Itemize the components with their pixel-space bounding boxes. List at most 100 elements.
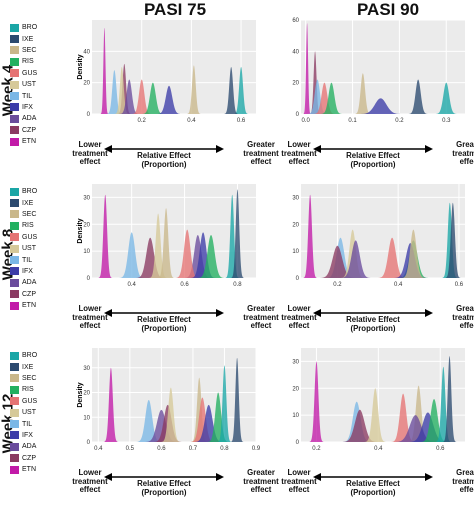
relative-effect-label: Relative Effect (Proportion) (137, 151, 191, 169)
legend-label: CZP (22, 290, 36, 298)
legend-label: CZP (22, 454, 36, 462)
density-sec (190, 377, 209, 442)
legend-item: IFX (10, 266, 37, 277)
legend-swatch (10, 351, 19, 360)
density-bro (435, 366, 452, 442)
density-til (106, 70, 123, 114)
x-tick-label: 0.4 (394, 282, 403, 288)
legend-label: BRO (22, 188, 38, 196)
legend-label: ADA (22, 443, 37, 451)
x-tick-label: 0.5 (126, 446, 135, 452)
legend-item: TIL (10, 90, 37, 101)
legend-item: SEC (10, 45, 37, 56)
legend-label: IXE (22, 35, 34, 43)
legend-label: ETN (22, 302, 36, 310)
x-tick-label: 0.2 (395, 118, 404, 124)
effect-arrow (313, 473, 433, 481)
legend-swatch (10, 114, 19, 123)
density-sec (157, 208, 175, 278)
legend-label: UST (22, 245, 36, 253)
x-tick-label: 0.1 (348, 118, 357, 124)
legend-label: TIL (22, 420, 33, 428)
legend-swatch (10, 290, 19, 299)
density-czp (309, 51, 321, 114)
density-til (135, 399, 163, 442)
col-title-pasi90: PASI 90 (356, 0, 420, 19)
legend-swatch (10, 420, 19, 429)
legend-swatch (10, 442, 19, 451)
density-ris (141, 82, 165, 114)
legend-swatch (10, 69, 19, 78)
legend-swatch (10, 408, 19, 417)
greater-effect-label: Greater treatment effect (243, 304, 279, 331)
density-gus (390, 393, 416, 442)
density-ada (118, 79, 140, 114)
density-gus (189, 397, 216, 442)
x-tick-label: 0.4 (374, 446, 383, 452)
legend-swatch (10, 397, 19, 406)
greater-effect-label: Greater treatment effect (243, 468, 279, 495)
legend-label: SEC (22, 46, 37, 54)
density-etn (97, 194, 113, 278)
density-panel: 0.4 0.5 0.6 0.7 0.8 0.9 0 10 20 30 Density (77, 348, 261, 452)
density-ust (148, 213, 168, 278)
density-gus (376, 237, 408, 278)
legend-swatch (10, 57, 19, 66)
density-panel: 0.2 0.4 0.6 0 10 20 30 (292, 184, 465, 288)
legend-item: TIL (10, 418, 37, 429)
density-etn (303, 23, 312, 114)
density-ifx (193, 404, 224, 442)
y-tick-label: 20 (83, 81, 90, 87)
legend-item: ADA (10, 277, 37, 288)
legend-swatch (10, 137, 19, 146)
legend-item: BRO (10, 186, 37, 197)
density-ixe (230, 357, 244, 442)
effect-arrow (313, 309, 433, 317)
effect-arrow (313, 145, 433, 153)
legend-label: SEC (22, 210, 37, 218)
density-panel: 0.0 0.1 0.2 0.3 0 20 40 60 (292, 18, 465, 124)
legend-swatch (10, 103, 19, 112)
density-bro (441, 202, 459, 278)
density-ixe (444, 202, 462, 278)
x-tick-label: 0.9 (252, 446, 261, 452)
x-tick-label: 0.0 (302, 118, 311, 124)
legend: BRO IXE SEC RIS GUS UST TIL IFX ADA CZP ETN (10, 350, 37, 475)
density-bro (217, 365, 232, 442)
x-tick-label: 0.4 (187, 118, 196, 124)
legend-label: RIS (22, 386, 34, 394)
relative-effect-label: Relative Effect (Proportion) (346, 315, 400, 333)
y-tick-label: 0 (296, 276, 300, 282)
density-gus (131, 79, 153, 114)
density-sec (407, 385, 430, 442)
legend-item: CZP (10, 289, 37, 300)
legend-swatch (10, 256, 19, 265)
density-ixe (223, 67, 239, 114)
x-tick-label: 0.6 (180, 282, 189, 288)
density-ixe (230, 189, 245, 278)
y-tick-label: 20 (292, 81, 299, 87)
legend-item: GUS (10, 68, 37, 79)
density-bro (434, 82, 458, 114)
legend: BRO IXE SEC RIS GUS UST TIL IFX ADA CZP ETN (10, 186, 37, 311)
density-sec (400, 229, 427, 278)
col-title-pasi75: PASI 75 (143, 0, 207, 19)
lower-effect-label: Lower treatment effect (72, 140, 108, 167)
legend-label: ADA (22, 115, 37, 123)
y-tick-label: 30 (83, 195, 90, 201)
legend-swatch (10, 374, 19, 383)
legend-label: GUS (22, 69, 38, 77)
density-etn (308, 361, 325, 442)
legend-label: UST (22, 409, 36, 417)
y-tick-label: 0 (296, 440, 300, 446)
density-ifx (156, 85, 182, 114)
density-czp (117, 63, 132, 114)
legend-label: TIL (22, 256, 33, 264)
density-ris (196, 235, 226, 278)
density-etn (100, 27, 109, 114)
y-tick-label: 20 (292, 222, 299, 228)
relative-effect-label: Relative Effect (Proportion) (346, 151, 400, 169)
y-axis-label: Density (77, 54, 84, 79)
y-tick-label: 20 (292, 386, 299, 392)
